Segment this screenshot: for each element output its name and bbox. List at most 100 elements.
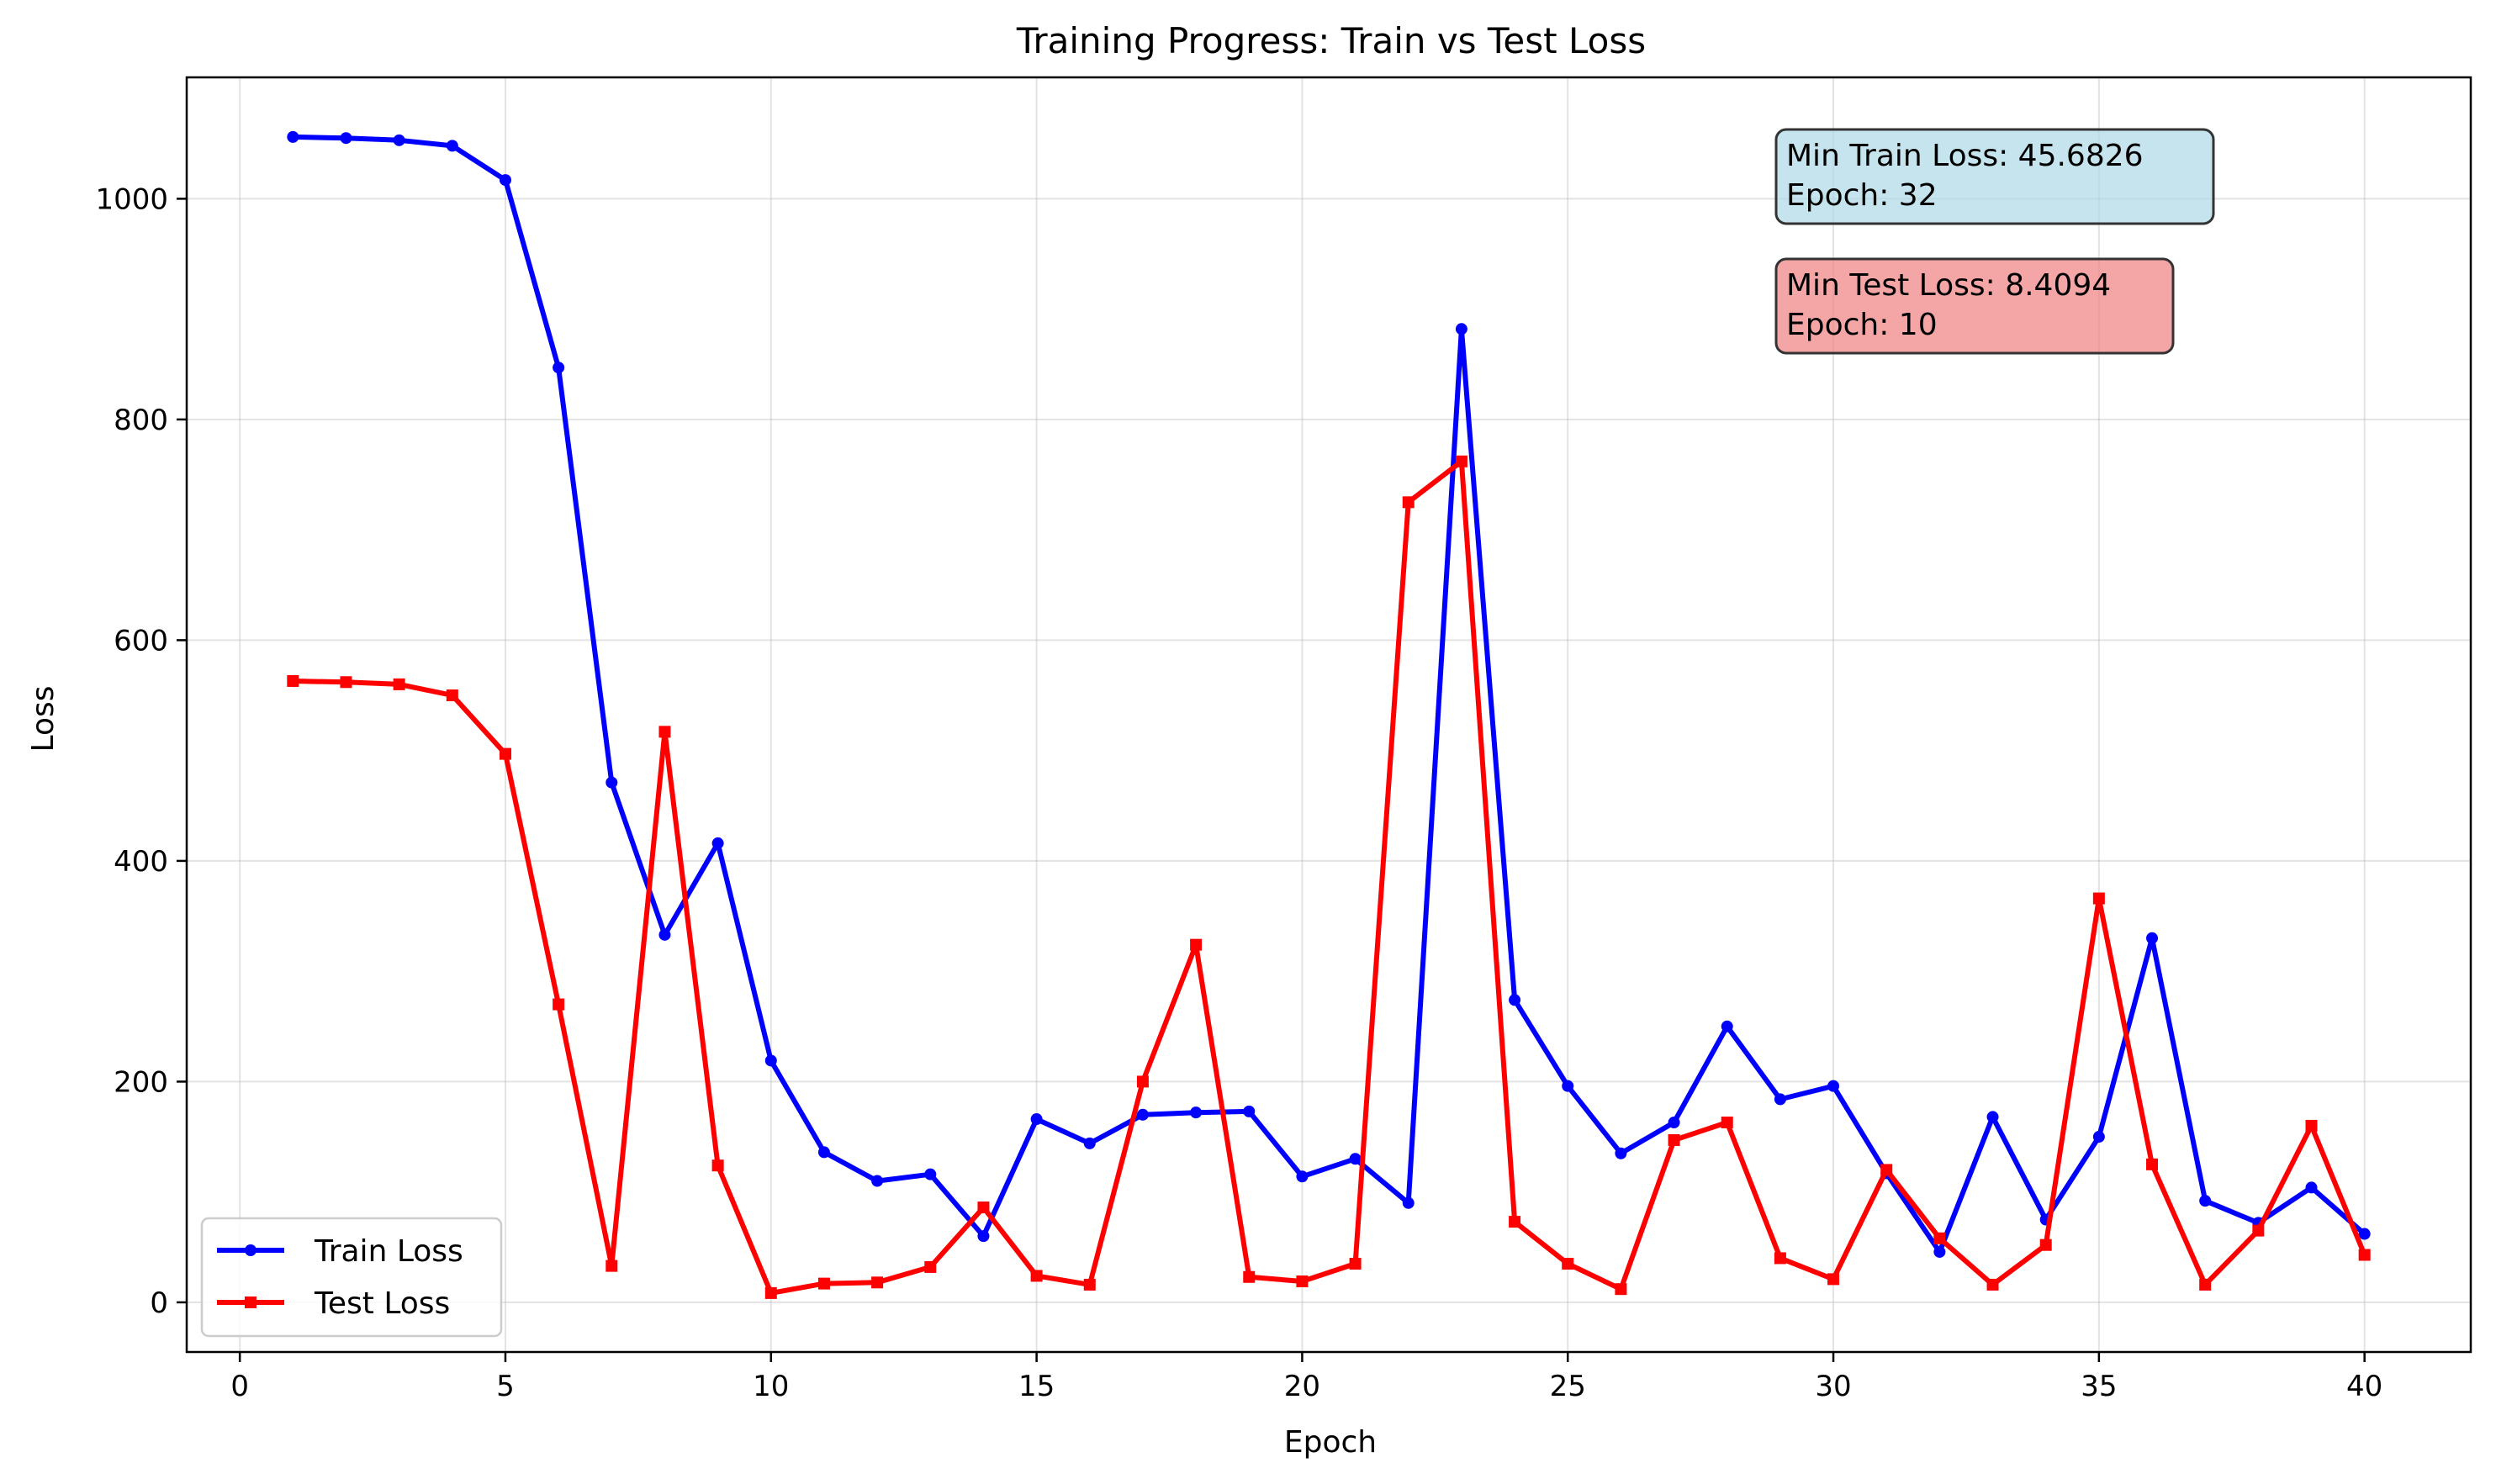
data-point-train-loss: [340, 132, 352, 145]
data-point-test-loss: [1296, 1275, 1309, 1287]
data-point-test-loss: [1243, 1270, 1256, 1283]
data-point-train-loss: [2092, 1131, 2105, 1143]
data-point-test-loss: [1827, 1273, 1840, 1286]
min-test-annotation: Min Test Loss: 8.4094 Epoch: 10: [1774, 257, 2175, 355]
data-point-test-loss: [2305, 1119, 2318, 1132]
data-point-train-loss: [1402, 1196, 1415, 1209]
data-point-train-loss: [2199, 1195, 2212, 1207]
data-point-train-loss: [1774, 1093, 1786, 1106]
x-tick-label: 35: [2081, 1370, 2117, 1403]
data-point-train-loss: [2146, 932, 2159, 944]
data-point-train-loss: [1668, 1116, 1680, 1128]
data-point-test-loss: [1721, 1116, 1733, 1128]
data-point-test-loss: [1190, 938, 1203, 951]
min-train-annotation-line2: Epoch: 32: [1786, 178, 1938, 213]
data-point-train-loss: [605, 776, 618, 789]
data-point-train-loss: [553, 362, 565, 374]
min-test-annotation-line1: Min Test Loss: 8.4094: [1786, 268, 2111, 303]
data-point-test-loss: [1402, 496, 1415, 509]
data-point-test-loss: [764, 1286, 777, 1299]
data-point-test-loss: [1136, 1075, 1149, 1088]
data-point-test-loss: [1030, 1270, 1043, 1282]
series-line-test-loss: [293, 458, 2367, 1296]
min-test-annotation-box: [1774, 257, 2175, 355]
data-point-test-loss: [817, 1277, 830, 1290]
data-point-train-loss: [871, 1175, 884, 1187]
x-tick-label: 40: [2346, 1370, 2382, 1403]
data-point-train-loss: [817, 1146, 830, 1159]
data-point-test-loss: [1509, 1216, 1521, 1228]
y-tick-label: 400: [114, 845, 168, 879]
data-point-train-loss: [393, 134, 405, 146]
x-tick-label: 30: [1815, 1370, 1851, 1403]
x-tick-label: 10: [753, 1370, 789, 1403]
data-point-train-loss: [1136, 1108, 1149, 1121]
plot-area-frame: [185, 76, 2472, 1354]
data-point-test-loss: [393, 678, 405, 690]
data-point-train-loss: [287, 130, 299, 143]
data-point-train-loss: [711, 837, 724, 849]
min-test-annotation-line2: Epoch: 10: [1786, 308, 1938, 342]
data-point-test-loss: [1083, 1278, 1096, 1291]
x-tick-label: 20: [1284, 1370, 1320, 1403]
y-tick-label: 800: [114, 404, 168, 437]
data-point-train-loss: [1562, 1080, 1574, 1092]
series-layer: [287, 130, 2371, 1299]
data-point-train-loss: [1827, 1080, 1840, 1092]
data-point-test-loss: [1880, 1164, 1893, 1176]
data-point-train-loss: [977, 1230, 990, 1243]
data-point-train-loss: [1721, 1020, 1733, 1032]
data-point-test-loss: [499, 747, 511, 760]
data-point-test-loss: [287, 674, 299, 687]
y-tick-label: 1000: [95, 182, 168, 216]
data-point-train-loss: [924, 1168, 937, 1180]
chart-title: Training Progress: Train vs Test Loss: [1016, 20, 1646, 61]
min-train-annotation-line1: Min Train Loss: 45.6826: [1786, 139, 2144, 173]
data-point-test-loss: [1986, 1278, 1999, 1291]
series-line-train-loss: [293, 134, 2366, 1254]
data-point-train-loss: [1190, 1106, 1203, 1119]
y-tick-label: 200: [114, 1065, 168, 1099]
data-point-test-loss: [658, 726, 671, 738]
data-point-train-loss: [446, 140, 458, 152]
min-train-annotation-box: [1774, 128, 2215, 225]
data-point-train-loss: [1083, 1137, 1096, 1149]
x-tick-label: 25: [1550, 1370, 1586, 1403]
data-point-test-loss: [711, 1159, 724, 1172]
data-point-test-loss: [2092, 892, 2105, 905]
data-point-test-loss: [1774, 1252, 1786, 1265]
data-point-train-loss: [1509, 994, 1521, 1006]
y-axis-label: Loss: [26, 686, 61, 753]
min-train-annotation: Min Train Loss: 45.6826 Epoch: 32: [1774, 128, 2215, 225]
y-tick-label: 600: [114, 624, 168, 658]
data-point-test-loss: [446, 689, 458, 702]
data-point-test-loss: [2146, 1158, 2159, 1170]
data-point-test-loss: [2039, 1238, 2052, 1251]
data-point-test-loss: [1349, 1257, 1362, 1270]
data-point-train-loss: [1030, 1113, 1043, 1126]
data-point-train-loss: [764, 1054, 777, 1067]
x-tick-label: 5: [496, 1370, 515, 1403]
data-point-test-loss: [340, 676, 352, 689]
legend-marker-train-loss: [245, 1244, 256, 1256]
data-point-train-loss: [2305, 1181, 2318, 1194]
data-point-train-loss: [658, 928, 671, 941]
y-tick-label: 0: [150, 1286, 168, 1320]
data-point-test-loss: [1615, 1283, 1627, 1296]
data-point-test-loss: [2252, 1224, 2265, 1237]
x-tick-label: 15: [1018, 1370, 1055, 1403]
data-point-test-loss: [553, 998, 565, 1011]
data-point-train-loss: [1349, 1153, 1362, 1165]
data-point-train-loss: [2358, 1228, 2371, 1240]
data-point-train-loss: [1296, 1170, 1309, 1183]
data-point-test-loss: [1562, 1257, 1574, 1270]
data-point-test-loss: [977, 1201, 990, 1214]
data-point-test-loss: [924, 1260, 937, 1273]
x-tick-label: 0: [230, 1370, 249, 1403]
data-point-test-loss: [1933, 1232, 1946, 1244]
data-point-train-loss: [1243, 1105, 1256, 1117]
data-point-train-loss: [1615, 1147, 1627, 1159]
legend: Train Loss Test Loss: [200, 1217, 503, 1338]
data-point-test-loss: [1455, 455, 1467, 467]
